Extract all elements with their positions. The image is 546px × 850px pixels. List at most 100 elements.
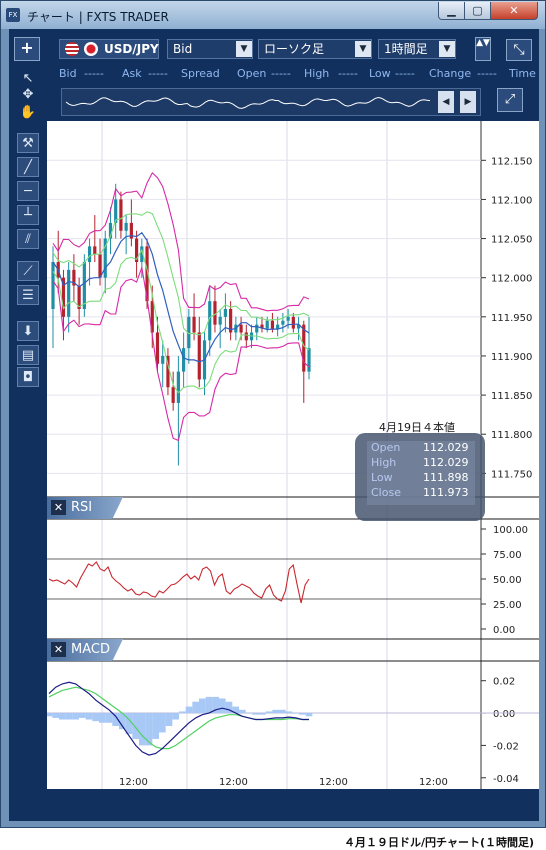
candle-body <box>307 348 311 372</box>
ohlc-caption: 4月19日４本値 <box>379 421 455 434</box>
macd-histogram-bar <box>92 713 99 722</box>
close-macd-icon[interactable]: ✕ <box>51 642 66 657</box>
candle-body <box>72 269 76 286</box>
currency-pair-selector[interactable]: USD/JPY <box>59 39 159 59</box>
candle-body <box>187 316 191 349</box>
ohlc-low-value: 111.898 <box>423 471 469 484</box>
title-bar[interactable]: FX チャート | FXTS TRADER ▁ ▢ ✕ <box>1 1 545 29</box>
macd-histogram-bar <box>65 713 73 720</box>
chart-type-dropdown[interactable]: ローソク足 ▼ <box>258 39 372 59</box>
fibonacci-icon[interactable]: ☰ <box>17 285 39 305</box>
macd-histogram-bar <box>72 713 79 720</box>
ohlc-close-value: 111.973 <box>423 486 469 499</box>
ohlc-high-value: 112.029 <box>423 456 469 469</box>
macd-histogram-bar <box>165 713 173 726</box>
macd-histogram-bar <box>105 713 113 723</box>
macd-histogram-bar <box>85 713 93 720</box>
rsi-y-tick-label: 50.00 <box>493 575 522 586</box>
bid-label: Bid <box>59 67 77 80</box>
channel-icon[interactable]: ⫽ <box>17 229 39 249</box>
chart-window: FX チャート | FXTS TRADER ▁ ▢ ✕ + USD/JPY Bi… <box>0 0 546 828</box>
rsi-label: RSI <box>71 500 93 515</box>
macd-histogram-bar <box>292 713 299 714</box>
scroll-right-icon[interactable]: ▶ <box>460 91 476 113</box>
high-value: ----- <box>338 67 358 80</box>
price-type-dropdown[interactable]: Bid ▼ <box>167 39 253 59</box>
toolbar-scroll-button[interactable]: ▲▼ <box>475 37 491 61</box>
candle-body <box>61 277 66 317</box>
x-tick-label: 12:00 <box>319 777 348 788</box>
candle-body <box>93 246 97 255</box>
macd-y-tick-label: -0.04 <box>493 774 519 785</box>
rsi-y-tick-label: 100.00 <box>493 525 528 536</box>
cursor-arrow-icon[interactable]: ↖ <box>22 71 34 86</box>
macd-histogram-bar <box>205 696 213 714</box>
horizontal-line-icon[interactable]: ─ <box>17 181 39 201</box>
scroll-left-icon[interactable]: ◀ <box>438 91 454 113</box>
candle-body <box>87 246 92 263</box>
candle-body <box>140 246 144 263</box>
hammer-icon[interactable]: ⚒ <box>17 133 39 153</box>
add-chart-button[interactable]: + <box>14 37 40 61</box>
macd-histogram-bar <box>172 713 179 720</box>
sparkline-graph <box>65 96 431 109</box>
candle-body <box>244 332 248 341</box>
candle-body <box>255 324 259 333</box>
macd-histogram-bar <box>232 706 239 714</box>
macd-histogram-bar <box>305 713 313 717</box>
hand-icon[interactable]: ✋ <box>19 105 37 120</box>
expand-icon[interactable]: ⤡ <box>506 39 532 61</box>
macd-line <box>48 681 309 756</box>
period-dropdown[interactable]: 1時間足 ▼ <box>378 39 456 59</box>
candle-body <box>260 324 264 329</box>
bid-value: ----- <box>84 67 104 80</box>
low-value: ----- <box>395 67 415 80</box>
y-tick-label: 112.050 <box>491 235 532 246</box>
macd-histogram-bar <box>112 713 119 726</box>
candle-body <box>182 348 186 372</box>
candle-body <box>239 324 243 333</box>
ohlc-high-label: High <box>371 456 397 469</box>
fan-icon[interactable]: ⟋ <box>17 261 39 281</box>
collapse-icon[interactable]: ⤢ <box>497 88 523 112</box>
sparkline-navigator[interactable]: ◀ ▶ <box>61 88 481 116</box>
maximize-button[interactable]: ▢ <box>464 2 491 20</box>
macd-histogram-bar <box>132 713 139 739</box>
ohlc-open-label: Open <box>371 441 401 454</box>
minimize-button[interactable]: ▁ <box>438 2 465 20</box>
candle-body <box>134 238 139 263</box>
trendline-icon[interactable]: ╱ <box>17 157 39 177</box>
chart-canvas[interactable]: 112.150 112.100 112.050 112.000 111.950 111.9… <box>47 121 539 789</box>
window-title: チャート | FXTS TRADER <box>27 10 169 24</box>
chart-area[interactable]: 112.150 112.100 112.050 112.000 111.950 111.9… <box>47 121 539 789</box>
y-tick-label: 111.750 <box>491 469 532 480</box>
ask-label: Ask <box>122 67 142 80</box>
chart-type-value: ローソク足 <box>264 42 325 56</box>
candle-body <box>197 332 201 380</box>
candle-body <box>67 269 71 317</box>
macd-histogram-bar <box>245 713 253 714</box>
close-rsi-icon[interactable]: ✕ <box>51 500 66 515</box>
candle-body <box>296 324 301 329</box>
ohlc-low-row: Low 111.898 <box>371 471 471 486</box>
cross-cursor-icon[interactable]: ✥ <box>22 87 34 102</box>
close-button[interactable]: ✕ <box>490 2 538 20</box>
vertical-line-icon[interactable]: ┴ <box>17 205 39 225</box>
change-value: ----- <box>477 67 497 80</box>
list-icon[interactable]: ▤ <box>17 345 39 365</box>
chart-bottom-bar <box>47 789 539 821</box>
candle-body <box>270 320 275 329</box>
macd-histogram-bar <box>199 698 206 714</box>
bollinger-lower-2sd <box>52 265 310 442</box>
y-tick-label: 111.900 <box>491 352 532 363</box>
candle-body <box>150 301 154 333</box>
down-arrow-icon[interactable]: ⬇ <box>17 321 39 341</box>
candle-body <box>129 222 133 239</box>
y-tick-label: 112.150 <box>491 156 532 167</box>
x-tick-label: 12:00 <box>219 777 248 788</box>
camera-icon[interactable]: ◘ <box>17 367 39 387</box>
ohlc-close-label: Close <box>371 486 401 499</box>
spread-label: Spread <box>181 67 220 80</box>
period-value: 1時間足 <box>384 42 428 56</box>
y-tick-label: 111.850 <box>491 391 532 402</box>
